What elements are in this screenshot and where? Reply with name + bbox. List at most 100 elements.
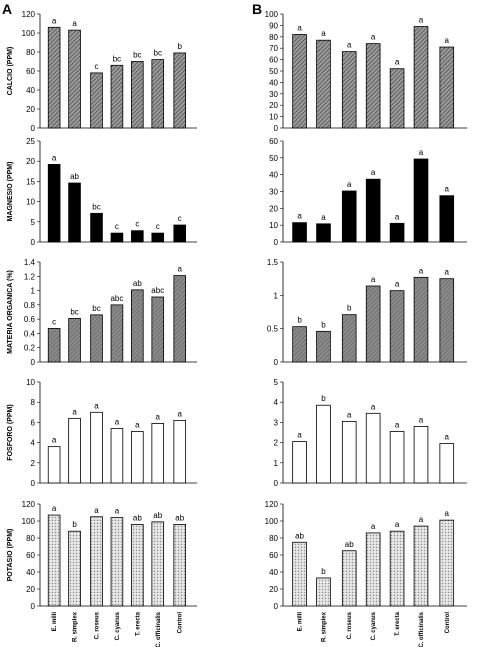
significance-letter: abc (151, 286, 164, 295)
significance-letter: ab (133, 513, 142, 522)
bar-1 (47, 164, 61, 243)
chart-b-5: 0 20 40 60 80 100 120 ab E. milli b R. simplex ab C.… (265, 500, 467, 647)
y-tick-label: 80 (269, 33, 278, 42)
y-tick-label: 1.4 (24, 258, 36, 267)
bar-3 (341, 550, 357, 607)
significance-letter: c (135, 220, 139, 229)
y-tick-label: 10 (26, 378, 35, 387)
significance-letter: a (371, 402, 376, 411)
y-tick-label: 5 (31, 218, 36, 227)
y-tick-label: 60 (26, 551, 35, 560)
significance-letter: a (52, 504, 57, 513)
y-tick-label: 80 (26, 534, 35, 543)
significance-letter: a (321, 213, 326, 222)
y-tick-label: 20 (269, 585, 278, 594)
bar-3 (341, 314, 357, 363)
y-tick-label: 5 (274, 378, 279, 387)
y-tick-label: 0.2 (24, 344, 36, 353)
category-label: E. milli (52, 612, 58, 632)
y-axis-label: MAGNESIO (PPM) (7, 162, 14, 222)
bar-3 (90, 72, 103, 129)
y-tick-label: 0 (274, 479, 279, 488)
y-axis-label: FOSFORO (PPM) (7, 404, 14, 460)
bar-2 (316, 330, 331, 363)
significance-letter: bc (154, 49, 162, 58)
bar-7 (439, 278, 455, 363)
y-axis-label: POTASIO (PPM) (7, 529, 14, 582)
significance-letter: a (52, 436, 57, 445)
bar-1 (47, 26, 61, 129)
y-tick-label: 0 (31, 124, 36, 133)
significance-letter: bc (92, 304, 100, 313)
y-tick-label: 1 (31, 287, 36, 296)
bar-1 (292, 541, 307, 607)
bar-3 (90, 314, 103, 363)
bar-1 (292, 326, 307, 363)
bar-5 (389, 68, 405, 129)
category-label: C. roseus (95, 611, 101, 639)
significance-letter: a (371, 522, 376, 531)
chart-a-3: 0 0.2 0.4 0.6 0.8 1 1.2 1.4 MATERIA ORGANICA (%)… (7, 258, 197, 367)
significance-letter: a (94, 401, 99, 410)
significance-letter: a (445, 433, 450, 442)
chart-a-5: 0 20 40 60 80 100 120 POTASIO (PPM) a E. milli b R.… (7, 500, 197, 647)
y-tick-label: 80 (26, 48, 35, 57)
y-tick-label: 120 (22, 500, 36, 509)
significance-letter: a (178, 409, 183, 418)
chart-b-4: 0 1 2 3 4 5 a b a a a a a (274, 378, 467, 488)
category-label: Control (178, 612, 184, 634)
significance-letter: a (52, 16, 57, 25)
bar-6 (151, 521, 165, 607)
significance-letter: a (297, 24, 302, 33)
bar-2 (68, 318, 81, 363)
y-tick-label: 0 (274, 602, 279, 611)
y-tick-label: 90 (269, 21, 278, 30)
bar-6 (151, 423, 165, 484)
significance-letter: b (321, 320, 326, 329)
bar-5 (389, 530, 405, 607)
bar-5 (389, 222, 405, 243)
bar-5 (131, 230, 144, 243)
panel-letter-b: B (252, 1, 262, 17)
significance-letter: a (72, 19, 77, 28)
significance-letter: a (347, 180, 352, 189)
significance-letter: a (419, 16, 424, 25)
bar-1 (292, 441, 307, 484)
bar-7 (439, 443, 455, 484)
y-tick-label: 4 (274, 398, 279, 407)
significance-letter: a (371, 33, 376, 42)
significance-letter: ab (70, 172, 79, 181)
y-tick-label: 120 (265, 500, 279, 509)
significance-letter: a (321, 29, 326, 38)
y-tick-label: 30 (269, 188, 278, 197)
y-tick-label: 2 (274, 439, 279, 448)
y-tick-label: 25 (26, 137, 35, 146)
y-tick-label: 1.2 (24, 272, 36, 281)
significance-letter: a (445, 185, 450, 194)
chart-a-2: 0 5 10 15 20 25 MAGNESIO (PPM) a ab bc c c c c (7, 137, 197, 247)
y-tick-label: 40 (269, 78, 278, 87)
significance-letter: a (395, 520, 400, 529)
chart-b-3: 0 0.5 1 1.5 b b b a a a a (267, 258, 467, 367)
bar-2 (68, 417, 81, 484)
significance-letter: ab (175, 513, 184, 522)
significance-letter: a (395, 212, 400, 221)
category-label: C. officinalis (419, 611, 425, 647)
category-label: R. simplex (321, 611, 327, 642)
y-tick-label: 10 (269, 221, 278, 230)
significance-letter: a (419, 415, 424, 424)
y-tick-label: 100 (22, 29, 36, 38)
significance-letter: a (178, 265, 183, 274)
significance-letter: a (347, 41, 352, 50)
bar-2 (316, 223, 331, 243)
bar-5 (389, 431, 405, 484)
bar-5 (131, 524, 144, 607)
bar-3 (90, 212, 103, 243)
bar-2 (68, 530, 81, 607)
y-tick-label: 0 (31, 479, 36, 488)
y-tick-label: 15 (26, 177, 35, 186)
bar-7 (439, 195, 455, 243)
significance-letter: ab (295, 531, 304, 540)
significance-letter: c (178, 214, 182, 223)
